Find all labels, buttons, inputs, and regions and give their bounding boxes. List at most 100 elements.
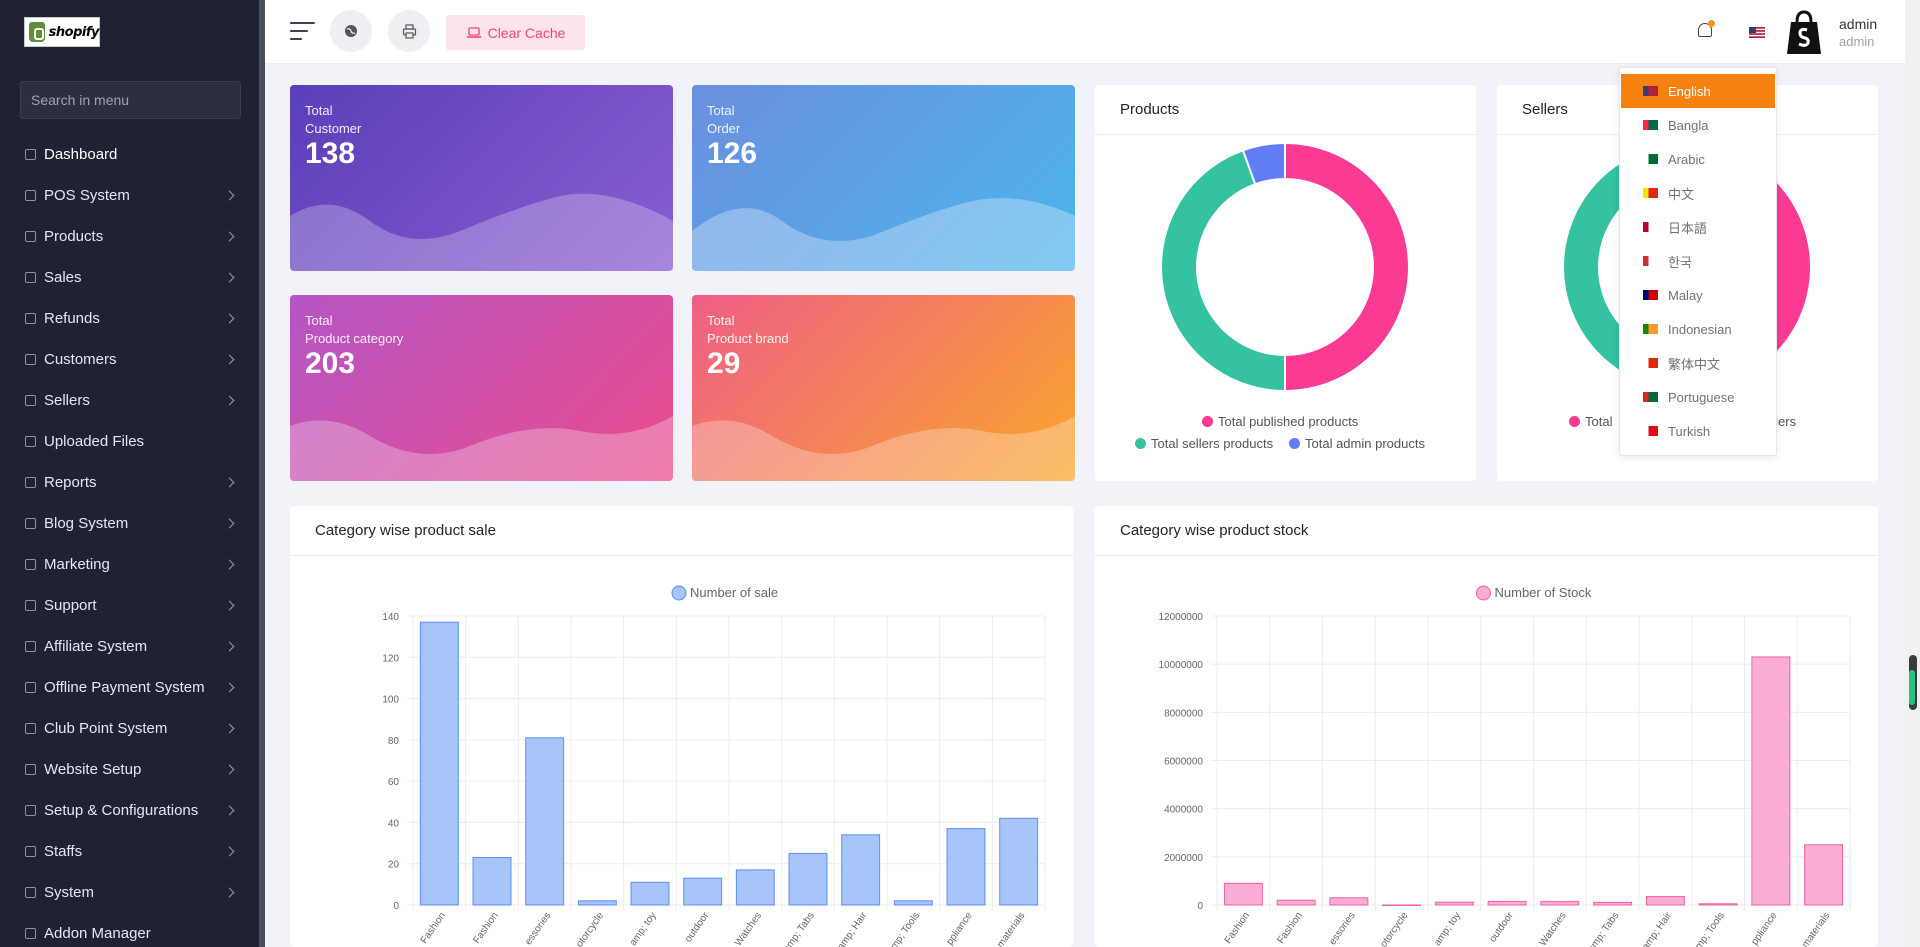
sidebar-item-support[interactable]: Support [0,585,259,626]
globe-button[interactable] [330,10,372,52]
sidebar-item-refunds[interactable]: Refunds [0,298,259,339]
sidebar-item-sales[interactable]: Sales [0,257,259,298]
language-option[interactable]: 日本語 [1621,210,1775,244]
sidebar-item-dashboard[interactable]: Dashboard [0,134,259,175]
bar[interactable] [1382,904,1422,906]
bar[interactable] [1487,900,1527,906]
hamburger-menu-icon[interactable] [290,22,315,42]
sidebar-item-products[interactable]: Products [0,216,259,257]
page-scrollbar[interactable] [1905,0,1920,947]
bar[interactable] [999,817,1039,906]
menu-search-input[interactable] [20,81,241,119]
notification-bell-icon[interactable] [1697,20,1715,40]
sidebar-item-addon-manager[interactable]: Addon Manager [0,913,259,947]
bar[interactable] [1434,901,1474,906]
legend-item[interactable]: Total published products [1202,414,1358,429]
legend-item[interactable]: Total admin products [1289,436,1425,451]
flag-icon [1643,392,1658,402]
avatar[interactable] [1783,10,1825,55]
clear-cache-label: Clear Cache [487,24,566,41]
language-option[interactable]: 한국 [1621,244,1775,278]
legend-dot [1202,416,1213,427]
bar[interactable] [1276,899,1316,906]
sidebar-item-label: Products [44,228,104,245]
bar[interactable] [1698,903,1738,906]
bar[interactable] [1751,656,1791,906]
language-option[interactable]: Malay [1621,278,1775,312]
sidebar-item-setup-configurations[interactable]: Setup & Configurations [0,790,259,831]
chevron-right-icon [224,518,235,529]
us-flag-icon[interactable] [1749,27,1765,38]
language-option[interactable]: Indonesian [1621,312,1775,346]
x-tick-label: essories [523,910,553,947]
legend-item[interactable]: Total [1569,414,1612,429]
bar[interactable] [683,877,723,906]
legend-item[interactable]: Total sellers products [1135,436,1273,451]
bar[interactable] [1645,896,1685,906]
print-button[interactable] [388,10,430,52]
bar[interactable] [735,869,775,906]
x-tick-label: Fashion [419,910,448,945]
category-sale-title: Category wise product sale [290,506,1073,556]
category-stock-card: Category wise product stock Number of St… [1095,506,1878,947]
user-name[interactable]: admin [1839,16,1878,32]
bar[interactable] [525,737,565,906]
sidebar-item-sellers[interactable]: Sellers [0,380,259,421]
bar[interactable] [788,852,828,906]
laptop-icon [466,26,481,38]
bar[interactable] [1329,897,1369,906]
sidebar-item-system[interactable]: System [0,872,259,913]
topbar: Clear Cache admin admin [265,0,1905,64]
stat-card-product-category: Total Product category 203 [290,295,673,481]
doughnut-slice[interactable] [1284,143,1410,393]
bar[interactable] [630,881,670,906]
sidebar-item-offline-payment-system[interactable]: Offline Payment System [0,667,259,708]
bar[interactable] [1804,844,1844,906]
sidebar-item-pos-system[interactable]: POS System [0,175,259,216]
user-icon [25,395,36,406]
bar[interactable] [419,621,459,906]
chevron-right-icon [224,477,235,488]
sidebar-item-affiliate-system[interactable]: Affiliate System [0,626,259,667]
sidebar-item-marketing[interactable]: Marketing [0,544,259,585]
legend-label[interactable]: Number of sale [690,585,778,600]
bar[interactable] [893,900,933,906]
sidebar-item-reports[interactable]: Reports [0,462,259,503]
cart-icon [25,231,36,242]
bar[interactable] [1540,901,1580,906]
sidebar-item-customers[interactable]: Customers [0,339,259,380]
stat-value: 138 [305,137,356,170]
language-option[interactable]: English [1621,74,1775,108]
language-option[interactable]: Portuguese [1621,380,1775,414]
language-option[interactable]: Bangla [1621,108,1775,142]
gear-icon [25,805,36,816]
bar[interactable] [472,857,512,906]
sidebar-item-website-setup[interactable]: Website Setup [0,749,259,790]
language-option[interactable]: Arabic [1621,142,1775,176]
clear-cache-button[interactable]: Clear Cache [446,15,585,50]
bar[interactable] [946,828,986,906]
sidebar-item-club-point-system[interactable]: Club Point System [0,708,259,749]
sidebar-item-blog-system[interactable]: Blog System [0,503,259,544]
legend-dot [1476,585,1491,601]
stat-label: Total [305,103,333,118]
language-option[interactable]: 繁体中文 [1621,346,1775,380]
sidebar-scrollbar[interactable] [259,0,265,947]
bar[interactable] [841,834,881,906]
doughnut-slice[interactable] [1241,143,1286,186]
legend-label[interactable]: Number of Stock [1495,585,1592,600]
bar[interactable] [1593,901,1633,906]
bar[interactable] [577,900,617,906]
bar[interactable] [1223,882,1263,906]
stat-value: 203 [305,347,356,380]
language-option[interactable]: 中文 [1621,176,1775,210]
shopify-logo[interactable]: shopify [24,17,100,47]
sidebar-item-label: Club Point System [44,720,168,737]
sidebar-item-uploaded-files[interactable]: Uploaded Files [0,421,259,462]
file-icon [25,477,36,488]
doughnut-slice[interactable] [1160,149,1286,393]
sidebar-item-label: Dashboard [44,146,118,163]
language-option[interactable]: Turkish [1621,414,1775,448]
y-tick-label: 140 [382,612,399,623]
sidebar-item-staffs[interactable]: Staffs [0,831,259,872]
